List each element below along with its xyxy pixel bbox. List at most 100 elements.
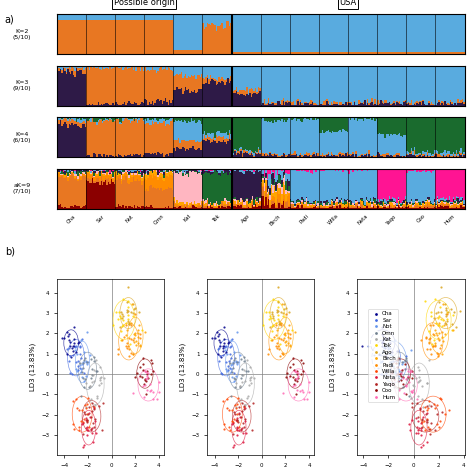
Bar	[417, 66, 418, 101]
Bar	[76, 125, 77, 157]
Bar	[268, 98, 269, 103]
Point	[293, 367, 301, 375]
Bar	[226, 201, 227, 203]
Bar	[163, 101, 164, 106]
Bar	[64, 122, 65, 157]
Bar	[147, 123, 148, 153]
Bar	[447, 151, 448, 154]
Point	[418, 419, 425, 427]
Bar	[202, 170, 204, 173]
Bar	[258, 169, 259, 172]
Bar	[92, 169, 93, 170]
Bar	[80, 68, 82, 70]
Bar	[398, 117, 399, 134]
Bar	[402, 201, 403, 202]
Point	[71, 346, 79, 354]
Bar	[318, 117, 319, 119]
Bar	[114, 20, 115, 55]
Point	[396, 370, 403, 378]
Bar	[387, 103, 389, 106]
Point	[289, 360, 297, 368]
Point	[69, 342, 76, 349]
Bar	[201, 201, 202, 203]
Point	[386, 358, 394, 365]
Point	[128, 319, 135, 327]
Bar	[306, 198, 307, 202]
Bar	[335, 66, 337, 102]
Bar	[460, 202, 462, 204]
Bar	[412, 169, 413, 171]
Bar	[357, 202, 358, 204]
Bar	[283, 182, 284, 189]
Bar	[283, 122, 284, 153]
Bar	[293, 14, 294, 52]
Bar	[150, 154, 152, 157]
Bar	[73, 171, 74, 173]
Point	[80, 377, 87, 384]
Bar	[271, 170, 273, 174]
Bar	[72, 173, 73, 206]
Point	[450, 309, 458, 316]
Bar	[273, 103, 274, 106]
Point	[269, 314, 276, 321]
Bar	[409, 169, 410, 171]
Bar	[136, 117, 137, 118]
Point	[71, 339, 78, 347]
Bar	[233, 199, 235, 200]
Bar	[96, 66, 98, 68]
Bar	[136, 181, 137, 208]
Bar	[454, 52, 456, 55]
Bar	[456, 153, 457, 156]
Bar	[422, 156, 424, 157]
Bar	[345, 204, 346, 205]
Bar	[64, 117, 65, 118]
Bar	[297, 101, 299, 106]
Bar	[361, 118, 363, 154]
Bar	[316, 120, 318, 153]
Point	[378, 371, 385, 378]
Bar	[192, 120, 194, 140]
Bar	[67, 181, 69, 208]
Point	[278, 300, 286, 307]
Bar	[280, 189, 281, 203]
Point	[70, 426, 78, 433]
Point	[388, 369, 396, 376]
Bar	[283, 178, 284, 182]
Point	[219, 351, 227, 359]
Bar	[245, 14, 246, 52]
Point	[415, 364, 422, 371]
Bar	[228, 202, 230, 205]
Point	[141, 328, 149, 336]
Point	[439, 316, 447, 323]
Bar	[434, 204, 436, 206]
Point	[58, 335, 65, 342]
Bar	[301, 172, 303, 197]
Bar	[233, 117, 235, 153]
Bar	[271, 179, 273, 183]
Bar	[84, 176, 86, 177]
Bar	[306, 102, 307, 103]
Bar	[303, 117, 304, 118]
Bar	[326, 131, 328, 154]
Bar	[228, 130, 230, 133]
Bar	[441, 206, 443, 209]
Bar	[256, 201, 258, 202]
Point	[81, 401, 88, 409]
Bar	[245, 199, 246, 201]
Bar	[319, 208, 320, 209]
Bar	[457, 66, 459, 99]
Bar	[287, 120, 288, 155]
Bar	[290, 200, 291, 202]
Bar	[358, 169, 360, 170]
Bar	[157, 180, 159, 189]
Bar	[424, 14, 425, 52]
Bar	[301, 197, 303, 199]
Point	[431, 341, 438, 348]
Bar	[307, 119, 309, 154]
Point	[228, 335, 236, 343]
Bar	[406, 207, 408, 209]
Bar	[239, 172, 240, 200]
Bar	[360, 117, 361, 118]
Bar	[360, 102, 361, 103]
Bar	[392, 201, 393, 203]
